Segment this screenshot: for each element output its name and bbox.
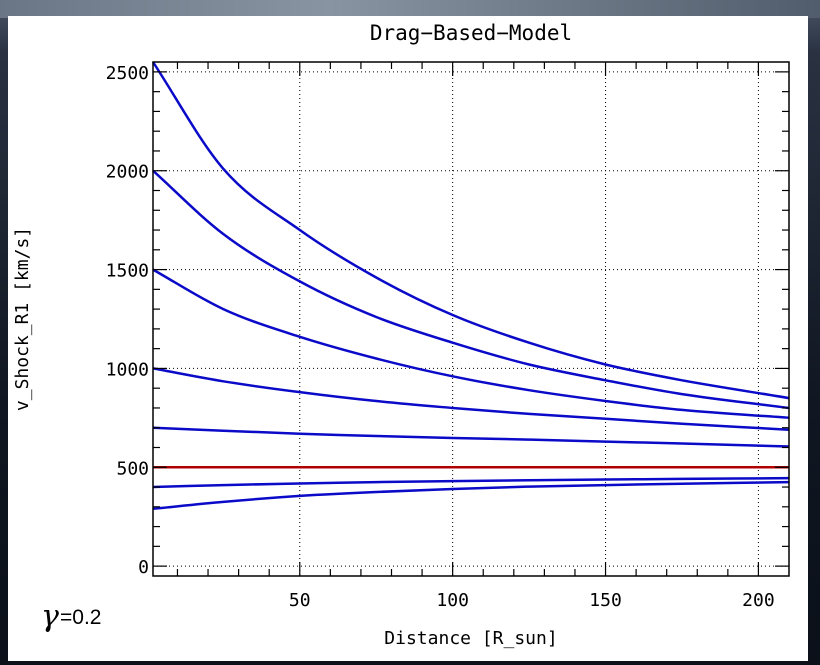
background-band xyxy=(0,0,820,18)
series-line-2 xyxy=(152,169,790,410)
plot-frame xyxy=(152,61,790,577)
chart-panel: Drag−Based−Model 50 100 150 200 0 500 1000 1500… xyxy=(8,16,808,661)
series-line-3 xyxy=(152,268,790,420)
x-tick-label: 50 xyxy=(289,590,311,611)
y-tick-label: 1000 xyxy=(106,359,149,380)
series-line-8 xyxy=(152,480,790,511)
series-lines xyxy=(151,61,790,511)
x-tick-label: 150 xyxy=(589,590,622,611)
drag-based-model-chart: Drag−Based−Model 50 100 150 200050010001500… xyxy=(12,21,790,649)
series-line-1 xyxy=(151,61,790,400)
x-tick-label: 100 xyxy=(436,590,469,611)
series-line-5 xyxy=(152,426,790,448)
y-tick-label: 500 xyxy=(116,458,149,479)
y-tick-label: 2000 xyxy=(106,162,149,183)
grid-lines xyxy=(153,62,789,576)
y-tick-label: 1500 xyxy=(106,261,149,282)
y-tick-label: 0 xyxy=(138,557,149,578)
y-tick-label: 2500 xyxy=(106,63,149,84)
chart-title: Drag−Based−Model xyxy=(370,21,572,45)
gamma-symbol: γ xyxy=(41,599,59,634)
x-tick-label: 200 xyxy=(742,590,775,611)
series-line-4 xyxy=(152,367,790,431)
y-axis-label: v_Shock_R1 [km/s] xyxy=(12,227,33,411)
x-axis-label: Distance [R_sun] xyxy=(384,628,557,649)
series-line-7 xyxy=(152,476,790,489)
gamma-value: =0.2 xyxy=(60,606,101,629)
